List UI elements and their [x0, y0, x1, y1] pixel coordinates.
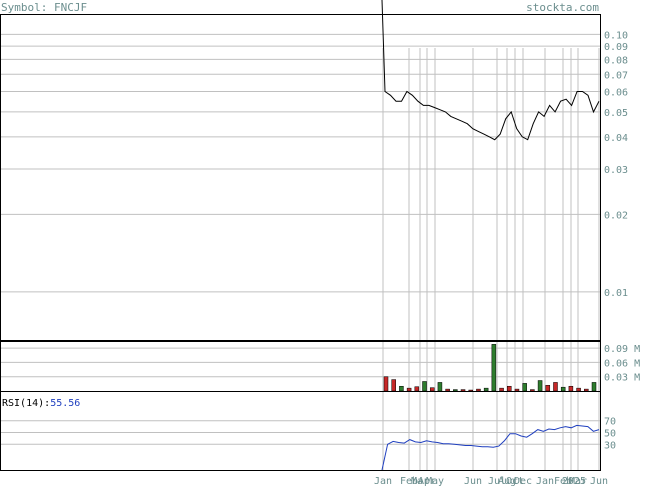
rsi-line [381, 424, 600, 471]
volume-bar [568, 385, 574, 392]
price-tick-label: 0.06 [604, 88, 628, 99]
price-tick-label: 0.04 [604, 133, 628, 144]
volume-bar [499, 387, 504, 392]
volume-tick-label: 0.06 M [604, 358, 640, 369]
rsi-name: RSI(14) [2, 398, 44, 409]
x-tick-label: Oct [506, 476, 524, 486]
rsi-tick-label: 50 [604, 429, 616, 440]
rsi-frame [0, 391, 601, 471]
volume-bar [545, 385, 551, 392]
symbol-value: FNCJF [53, 1, 88, 14]
price-frame [0, 14, 601, 341]
price-tick-label: 0.05 [604, 108, 628, 119]
price-tick-label: 0.02 [604, 210, 628, 221]
volume-bar [591, 382, 597, 392]
volume-bar [553, 382, 558, 392]
volume-bar [453, 389, 458, 392]
x-tick-label: Jan [374, 476, 392, 486]
volume-frame [0, 341, 601, 392]
price-tick-label: 0.07 [604, 70, 628, 81]
volume-tick-label: 0.03 M [604, 373, 640, 384]
x-tick-label: Feb [400, 476, 418, 486]
volume-bar [422, 381, 427, 392]
grid-lines [0, 33, 600, 470]
volume-bar [560, 386, 566, 392]
volume-bar [476, 388, 481, 392]
x-tick-label: May [426, 476, 444, 486]
volume-bar [460, 389, 466, 392]
volume-bar [584, 388, 589, 392]
panel-frames [0, 14, 601, 471]
volume-tick-label: 0.09 M [604, 344, 640, 355]
volume-bar [576, 387, 581, 392]
volume-bar [514, 388, 520, 392]
rsi-panel [381, 424, 600, 471]
volume-bar [483, 387, 489, 392]
volume-panel [383, 344, 597, 392]
volume-bar [383, 376, 389, 392]
price-tick-label: 0.01 [604, 288, 628, 299]
volume-bar [537, 380, 543, 392]
volume-bar [391, 379, 396, 392]
volume-bar [414, 386, 420, 392]
volume-bar [522, 383, 527, 392]
price-tick-label: 0.09 [604, 42, 628, 53]
x-tick-label: Dec [514, 476, 532, 486]
volume-bar [507, 385, 512, 392]
x-tick-label: Mar [569, 476, 587, 486]
rsi-tick-label: 30 [604, 440, 616, 451]
price-panel [381, 0, 600, 141]
price-tick-label: 0.08 [604, 55, 628, 66]
volume-bar [406, 387, 412, 392]
volume-bar [429, 387, 435, 392]
x-tick-label: 2025 [562, 476, 586, 486]
x-tick-label: Aug [498, 476, 516, 486]
axis-labels: 0.100.09 0.08 0.07 0.06 0.05 0.04 0.03 0.02 0.01… [374, 30, 640, 486]
volume-bar [491, 344, 497, 392]
symbol-label: Symbol: FNCJF [1, 1, 87, 14]
price-line [381, 0, 600, 141]
rsi-label: RSI(14):55.56 [2, 398, 80, 409]
volume-bar [468, 389, 473, 392]
volume-bar [437, 382, 443, 392]
volume-bar [399, 385, 404, 392]
rsi-tick-label: 70 [604, 417, 616, 428]
volume-bar [445, 388, 450, 392]
x-tick-label: Jan [536, 476, 554, 486]
site-watermark: stockta.com [526, 1, 599, 14]
x-tick-label: Mar [411, 476, 429, 486]
symbol-prefix: Symbol: [1, 1, 48, 14]
price-tick-label: 0.03 [604, 165, 628, 176]
x-tick-label: Jul [488, 476, 506, 486]
x-tick-label: Jun [590, 476, 608, 486]
x-tick-label: Apr [418, 476, 436, 486]
x-tick-label: Feb [554, 476, 572, 486]
rsi-value: 55.56 [50, 398, 80, 409]
x-tick-label: Jun [464, 476, 482, 486]
volume-bar [530, 389, 535, 392]
price-tick-label: 0.10 [604, 30, 628, 41]
